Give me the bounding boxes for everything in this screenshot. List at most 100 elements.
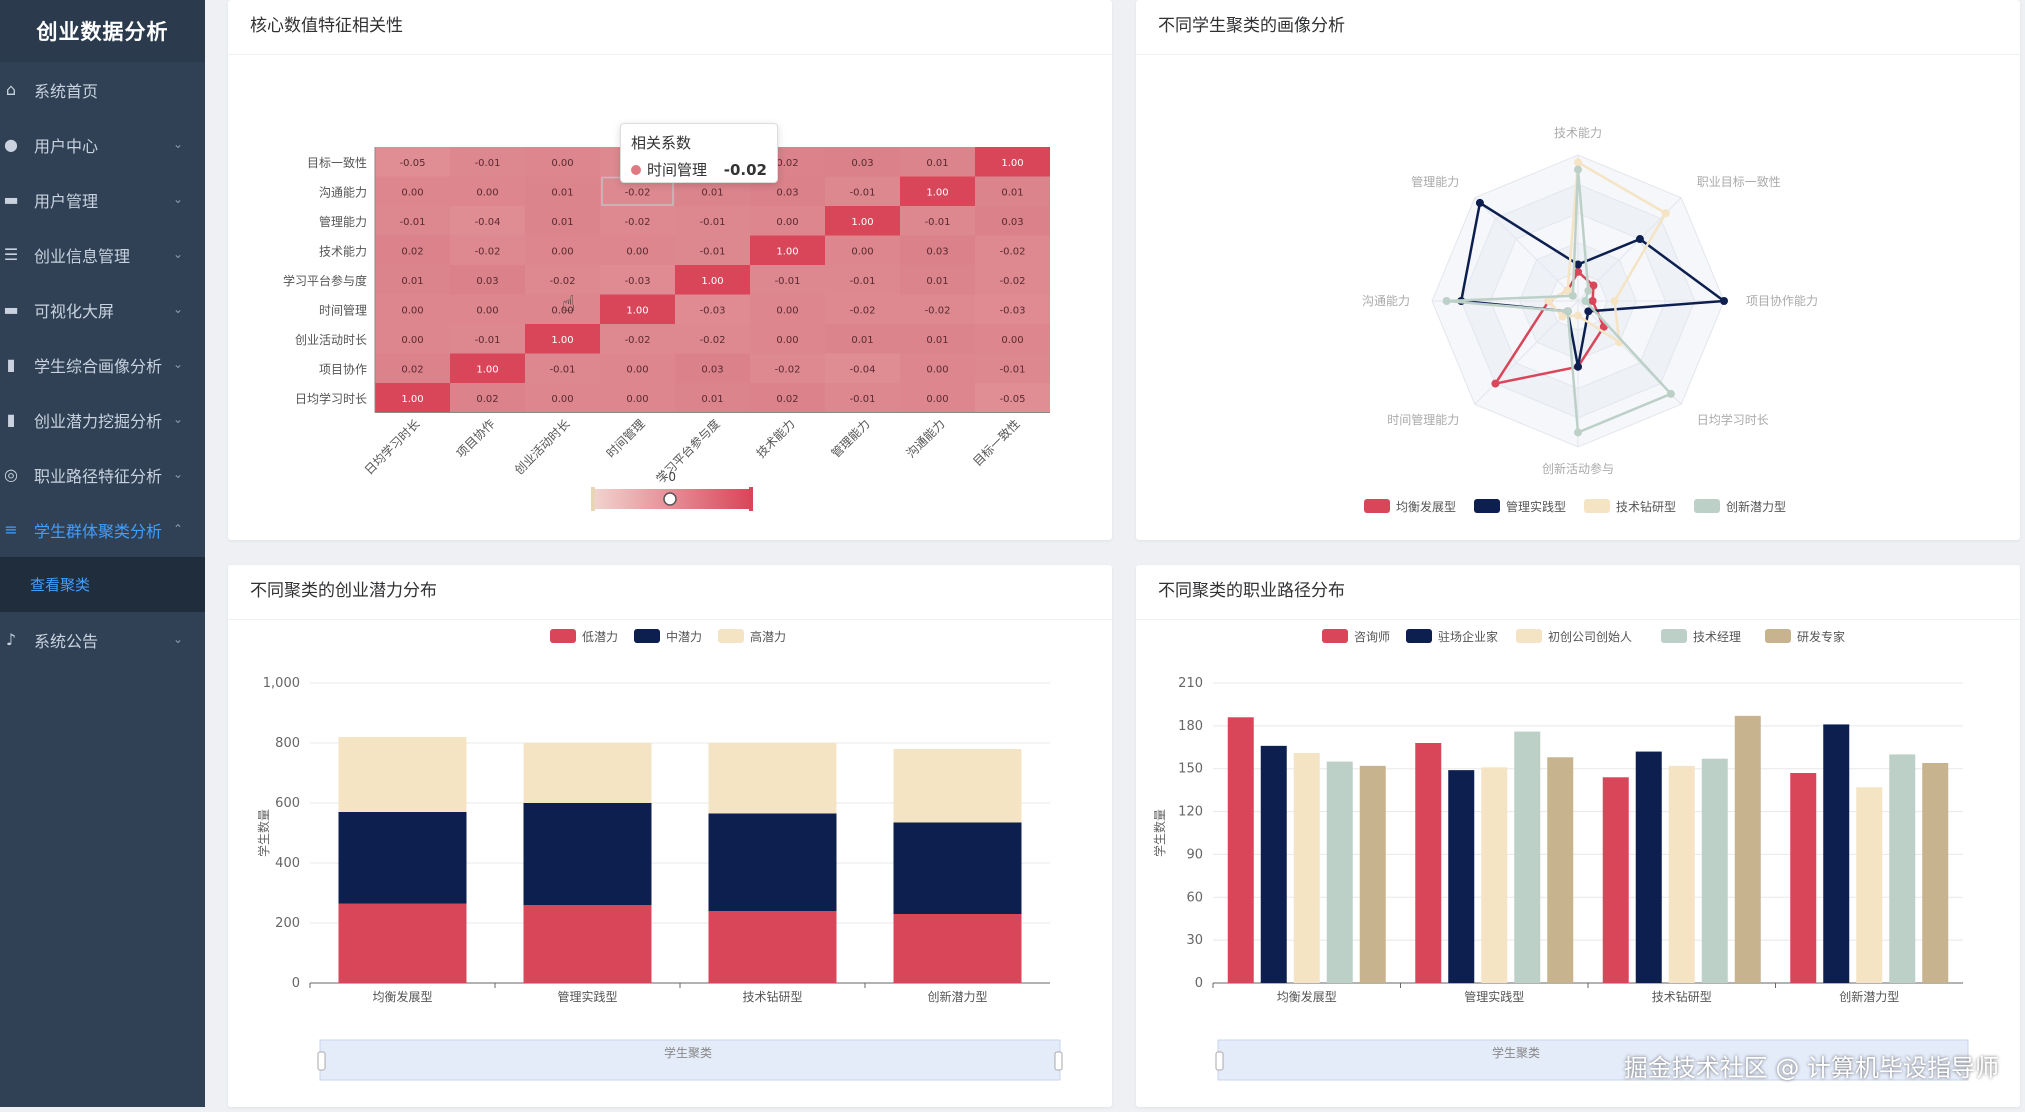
heatmap-cell (600, 353, 675, 383)
radar-axis (1474, 197, 1579, 302)
x-tick-label: 技术能力 (754, 417, 798, 461)
mic-icon: ♪ (5, 630, 17, 649)
heatmap-cell-label: 0.00 (401, 187, 423, 198)
legend-label: 中潜力 (666, 629, 702, 644)
radar-indicator-label: 时间管理能力 (1387, 412, 1459, 427)
heatmap-cell (750, 353, 825, 383)
x-tick-label: 均衡发展型 (1277, 989, 1337, 1004)
heatmap-cell-label: -0.01 (550, 364, 576, 375)
heatmap-cell (750, 383, 825, 413)
heatmap-cell-label: 0.02 (776, 394, 798, 405)
sidebar-item-label: 学生群体聚类分析 (34, 521, 163, 541)
heatmap-cell (975, 294, 1050, 324)
bar (1514, 731, 1541, 983)
legend-item: 管理实践型 (1474, 499, 1566, 514)
x-axis-label: 学生聚类 (664, 1045, 712, 1060)
heatmap-cell (600, 324, 675, 354)
y-tick-label: 时间管理 (319, 302, 367, 317)
heatmap-cell (675, 235, 750, 265)
x-tick-label: 技术钻研型 (742, 989, 802, 1004)
bar-segment (523, 905, 652, 983)
sidebar-item[interactable]: ▮ 创业潜力挖掘分析 ⌄ (0, 392, 205, 447)
bar (1856, 787, 1883, 983)
radar-point (1574, 158, 1582, 167)
tooltip-value: -0.02 (723, 160, 767, 179)
sidebar-item[interactable]: ≡ 学生群体聚类分析 ⌃ (0, 502, 205, 557)
heatmap-cell-label: -0.02 (775, 364, 801, 375)
heatmap-cell-label: 0.01 (926, 158, 948, 169)
sidebar-item[interactable]: ◎ 职业路径特征分析 ⌄ (0, 447, 205, 502)
heatmap-cell-label: 0.02 (776, 158, 798, 169)
card-title: 不同聚类的创业潜力分布 (228, 565, 1112, 620)
sidebar-subitem-view-clusters[interactable]: 查看聚类 (0, 557, 205, 612)
heatmap-cell-label: 1.00 (926, 187, 948, 198)
heatmap-chart[interactable]: 1.00 0.02 0.00 0.00 0.01 0.02 -0.01 0.00 -0.05 日均… (228, 55, 1112, 541)
sidebar-item[interactable]: ☰ 创业信息管理 ⌄ (0, 227, 205, 282)
radar-indicator-label: 职业目标一致性 (1697, 175, 1781, 189)
legend-item: 创新潜力型 (1694, 499, 1786, 514)
bar (1668, 765, 1695, 983)
radar-chart[interactable]: 技术能力职业目标一致性项目协作能力日均学习时长创新活动参与时间管理能力沟通能力管… (1136, 55, 2020, 541)
radar-point (1574, 311, 1582, 320)
heatmap-cell-label: 0.03 (1001, 217, 1023, 228)
bar-segment (893, 749, 1022, 823)
legend-item: 初创公司创始人 (1516, 629, 1632, 644)
heatmap-cell-label: -0.01 (850, 394, 876, 405)
sidebar-item[interactable]: ♪ 系统公告 ⌄ (0, 612, 205, 667)
bar (1415, 743, 1442, 983)
visualmap-handle-left (591, 487, 595, 511)
heatmap-cell-label: 0.03 (476, 276, 498, 287)
sidebar-item[interactable]: ▬ 可视化大屏 ⌄ (0, 282, 205, 337)
sidebar-item[interactable]: ⌂ 系统首页 (0, 62, 205, 117)
sidebar-item[interactable]: ▬ 用户管理 ⌄ (0, 172, 205, 227)
bar-segment (893, 914, 1022, 983)
bar-icon: ▮ (6, 410, 16, 429)
y-tick-label: 400 (275, 856, 300, 871)
heatmap-cell (975, 353, 1050, 383)
y-tick-label: 0 (1195, 976, 1203, 991)
sidebar-item[interactable]: ▮ 学生综合画像分析 ⌄ (0, 337, 205, 392)
radar-point (1584, 307, 1593, 316)
y-tick-label: 210 (1178, 676, 1203, 691)
legend-swatch (1516, 629, 1542, 643)
radar-point (1442, 297, 1451, 305)
radar-indicator-label: 日均学习时长 (1697, 412, 1769, 427)
legend-label: 技术钻研型 (1616, 499, 1676, 514)
monitor-icon: ▬ (3, 300, 19, 319)
heatmap-cell (825, 206, 900, 236)
visualmap-indicator (663, 492, 677, 506)
heatmap-cell-label: 0.00 (476, 305, 498, 316)
legend-swatch (1765, 629, 1791, 643)
career-bar-card: 不同聚类的职业路径分布 0 30 60 90 120 150 180 210 均衡发展型 管理实践… (1136, 565, 2020, 1107)
radar-point (1661, 209, 1670, 218)
heatmap-cell-label: 0.00 (476, 187, 498, 198)
heatmap-cell (825, 383, 900, 413)
heatmap-cell-label: 0.01 (401, 276, 423, 287)
heatmap-cell (900, 265, 975, 295)
heatmap-cell-label: 0.00 (926, 394, 948, 405)
legend-label: 技术经理 (1693, 630, 1741, 644)
heatmap-cell (450, 265, 525, 295)
heatmap-cell (525, 265, 600, 295)
legend-item: 中潜力 (634, 629, 702, 644)
heatmap-cell-label: 0.00 (1001, 335, 1023, 346)
chevron-up-icon: ⌃ (172, 522, 183, 536)
card-title: 不同聚类的职业路径分布 (1136, 565, 2020, 620)
y-tick-label: 创业活动时长 (295, 333, 367, 347)
bar (1448, 770, 1475, 983)
heatmap-cell-label: -0.01 (850, 276, 876, 287)
bar (1734, 715, 1761, 983)
radar-card: 不同学生聚类的画像分析 技术能力 职业目标一致性 项目协作能力 日均学习时长 创新活动参… (1136, 0, 2020, 540)
heatmap-cell-label: -0.01 (475, 335, 501, 346)
heatmap-cell (375, 324, 450, 354)
radar-point (1610, 297, 1619, 305)
heatmap-cell-label: 0.01 (926, 335, 948, 346)
sidebar-item[interactable]: ● 用户中心 ⌄ (0, 117, 205, 172)
y-tick-label: 0 (292, 976, 300, 991)
heatmap-cell-label: 0.01 (551, 187, 573, 198)
series-dot (631, 164, 641, 175)
heatmap-cell-label: 0.00 (401, 335, 423, 346)
chevron-down-icon: ⌄ (172, 467, 183, 481)
